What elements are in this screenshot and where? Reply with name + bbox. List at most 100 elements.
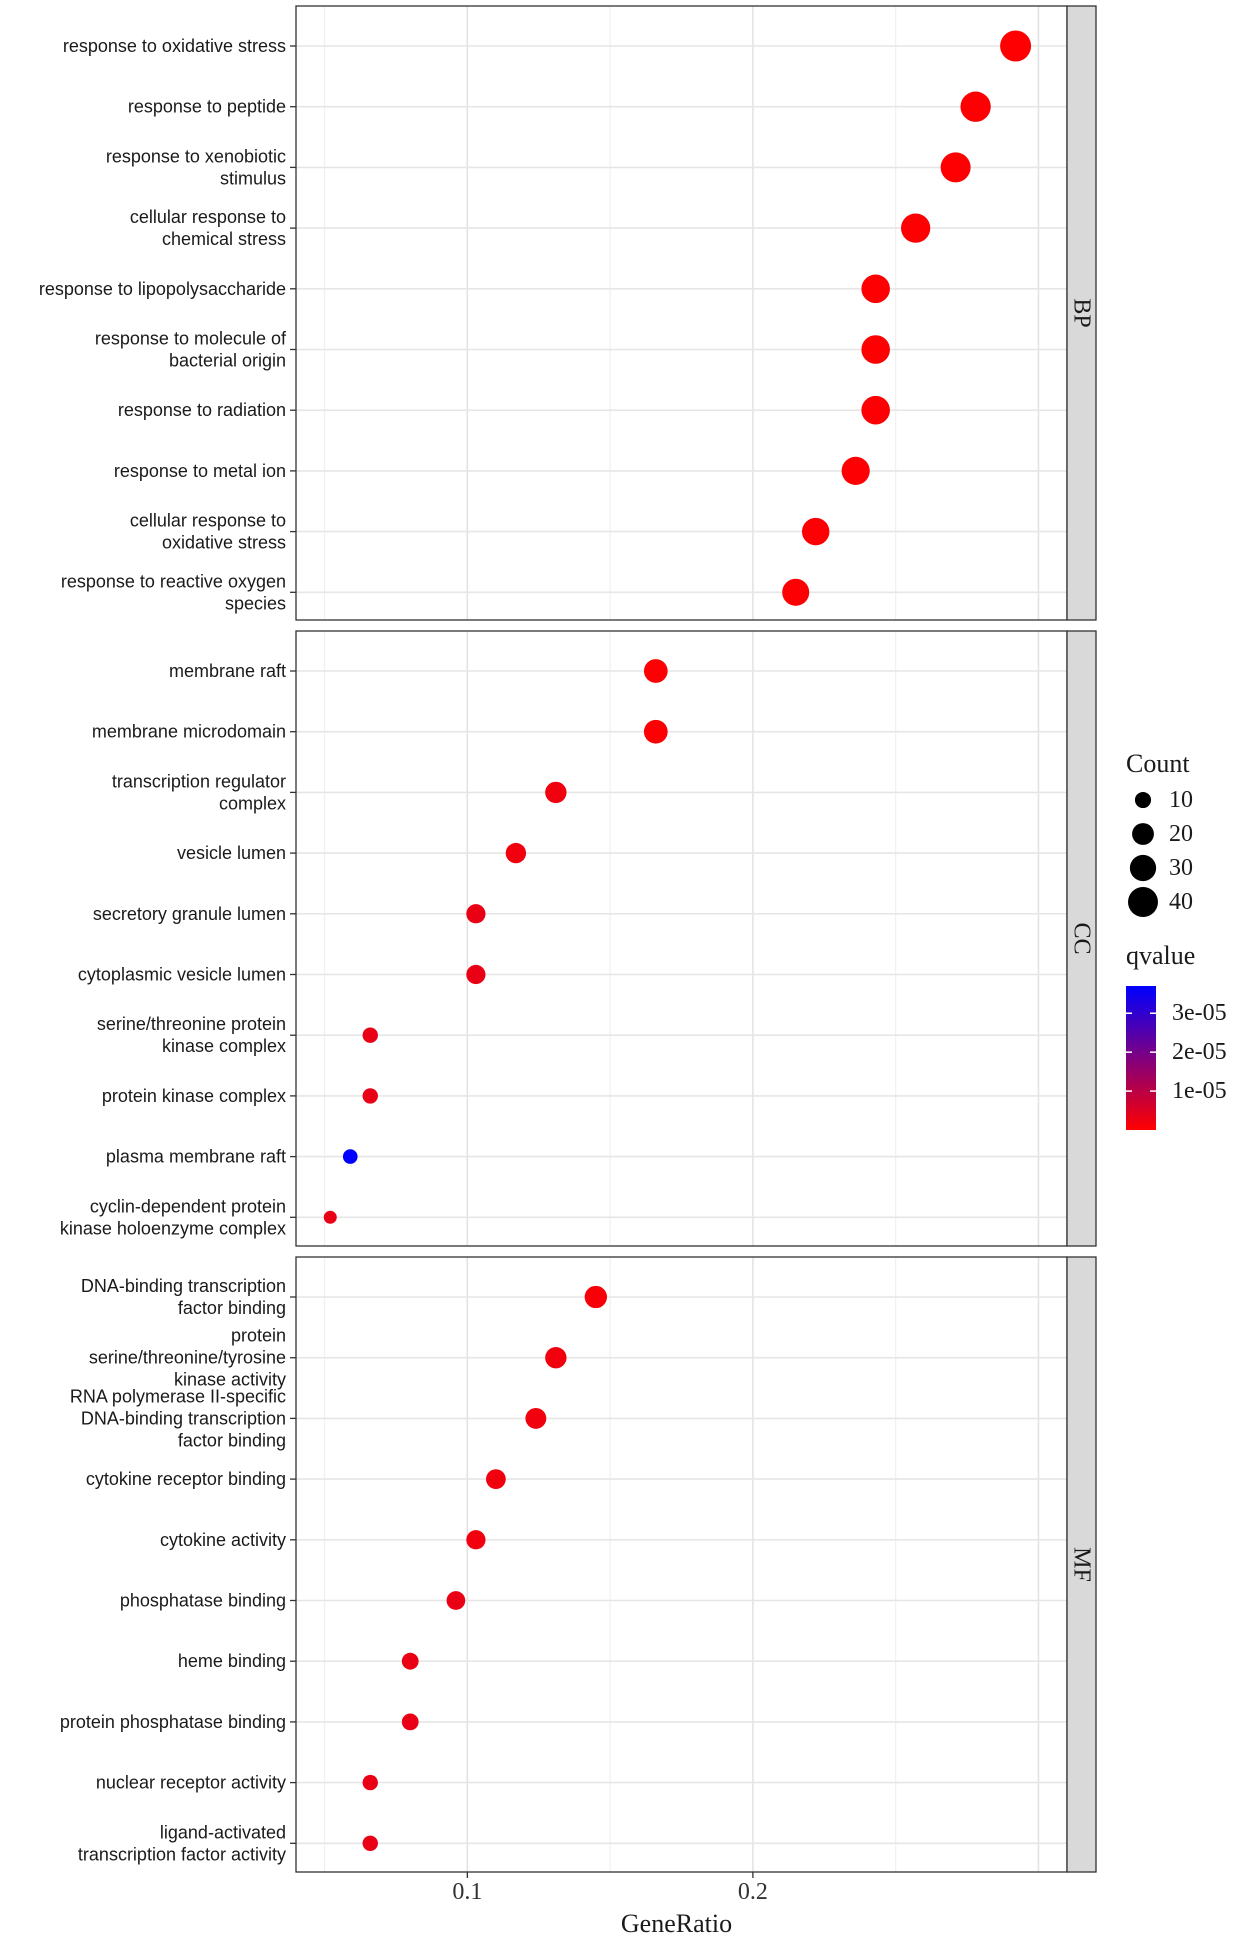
data-point [841,456,870,485]
term-label-line: protein kinase complex [102,1086,286,1106]
term-label-line: phosphatase binding [120,1591,286,1611]
term-label-line: DNA-binding transcription [81,1408,286,1428]
data-point [545,781,567,804]
data-point [401,1652,419,1670]
term-label: vesicle lumen [177,843,286,863]
term-label: plasma membrane raft [106,1147,286,1167]
facet-strip [1066,5,1097,621]
term-label-line: DNA-binding transcription [81,1276,286,1296]
term-label-line: chemical stress [162,229,286,249]
data-point [466,904,486,924]
facet-label-cc: CC [1069,922,1095,954]
term-label-line: response to xenobiotic [106,146,286,166]
legend-size-label: 10 [1169,787,1193,813]
term-label-line: response to lipopolysaccharide [39,279,286,299]
term-label-line: plasma membrane raft [106,1147,286,1167]
term-label: heme binding [178,1651,286,1671]
term-label-line: factor binding [178,1298,286,1318]
term-label: protein kinase complex [102,1086,286,1106]
data-point [940,152,971,183]
data-point [505,842,527,864]
data-point [643,659,668,683]
term-label: response to peptide [128,97,286,117]
data-point [861,395,890,425]
data-point [485,1469,506,1489]
data-point [466,964,486,985]
term-label: cytokine activity [160,1530,286,1550]
legend-size-key [1132,823,1154,845]
data-point [362,1835,378,1852]
term-label-line: kinase holoenzyme complex [60,1218,286,1238]
term-label: cytokine receptor binding [86,1469,286,1489]
term-label-line: membrane raft [169,661,286,681]
facet-panel-cc: CC membrane raft membrane microdomain trans… [60,630,1097,1247]
data-point [1000,30,1032,62]
term-label-line: cytokine activity [160,1530,286,1550]
term-label-line: response to metal ion [114,461,286,481]
term-label-line: cellular response to [130,511,286,531]
term-label: membrane microdomain [92,722,286,742]
data-point [466,1530,486,1550]
term-label: protein phosphatase binding [60,1712,286,1732]
legend-color-label: 2e-05 [1172,1039,1227,1065]
term-label-line: response to molecule of [95,329,287,349]
term-label-line: serine/threonine/tyrosine [89,1348,286,1368]
term-label-line: bacterial origin [169,351,286,371]
term-label-line: response to peptide [128,97,286,117]
term-label-line: transcription regulator [112,771,286,791]
term-label: response to oxidative stress [63,36,286,56]
term-label: nuclear receptor activity [96,1773,286,1793]
data-point [960,91,991,122]
facet-panel-bp: BP response to oxidative stress response t… [39,5,1097,621]
facet-label-bp: BP [1069,298,1095,327]
term-label-line: oxidative stress [162,533,286,553]
term-label: response to radiation [118,400,286,420]
term-label-line: protein [231,1326,286,1346]
data-point [525,1407,547,1429]
legend-size-key [1128,887,1158,917]
term-label-line: factor binding [178,1430,286,1450]
legend-color-label: 3e-05 [1172,1000,1227,1026]
term-label: response to metal ion [114,461,286,481]
legend-color-title: qvalue [1126,941,1195,970]
facet-label-mf: MF [1069,1547,1095,1582]
term-label-line: ligand-activated [160,1822,286,1842]
facet-strip [1066,1256,1097,1873]
data-point [861,274,890,304]
data-point [643,719,668,744]
term-label-line: cyclin-dependent protein [90,1196,286,1216]
term-label: cytoplasmic vesicle lumen [78,965,286,985]
data-point [362,1088,378,1104]
legend-color-label: 1e-05 [1172,1078,1227,1104]
term-label-line: kinase activity [174,1370,286,1390]
data-point [401,1713,419,1731]
x-tick-label: 0.1 [452,1879,482,1905]
term-label-line: species [225,593,286,613]
data-point [342,1149,358,1164]
term-label-line: RNA polymerase II-specific [70,1386,286,1406]
data-point [901,213,931,243]
term-label-line: cytoplasmic vesicle lumen [78,965,286,985]
term-label: secretory granule lumen [93,904,286,924]
legend-size-label: 30 [1169,855,1193,881]
term-label: response to lipopolysaccharide [39,279,286,299]
legend-size-key [1129,854,1157,882]
term-label-line: transcription factor activity [78,1844,286,1864]
term-label-line: kinase complex [162,1036,286,1056]
legend-size-key [1134,791,1152,809]
term-label-line: secretory granule lumen [93,904,286,924]
data-point [362,1027,378,1043]
term-label-line: response to radiation [118,400,286,420]
term-label-line: response to reactive oxygen [61,571,286,591]
